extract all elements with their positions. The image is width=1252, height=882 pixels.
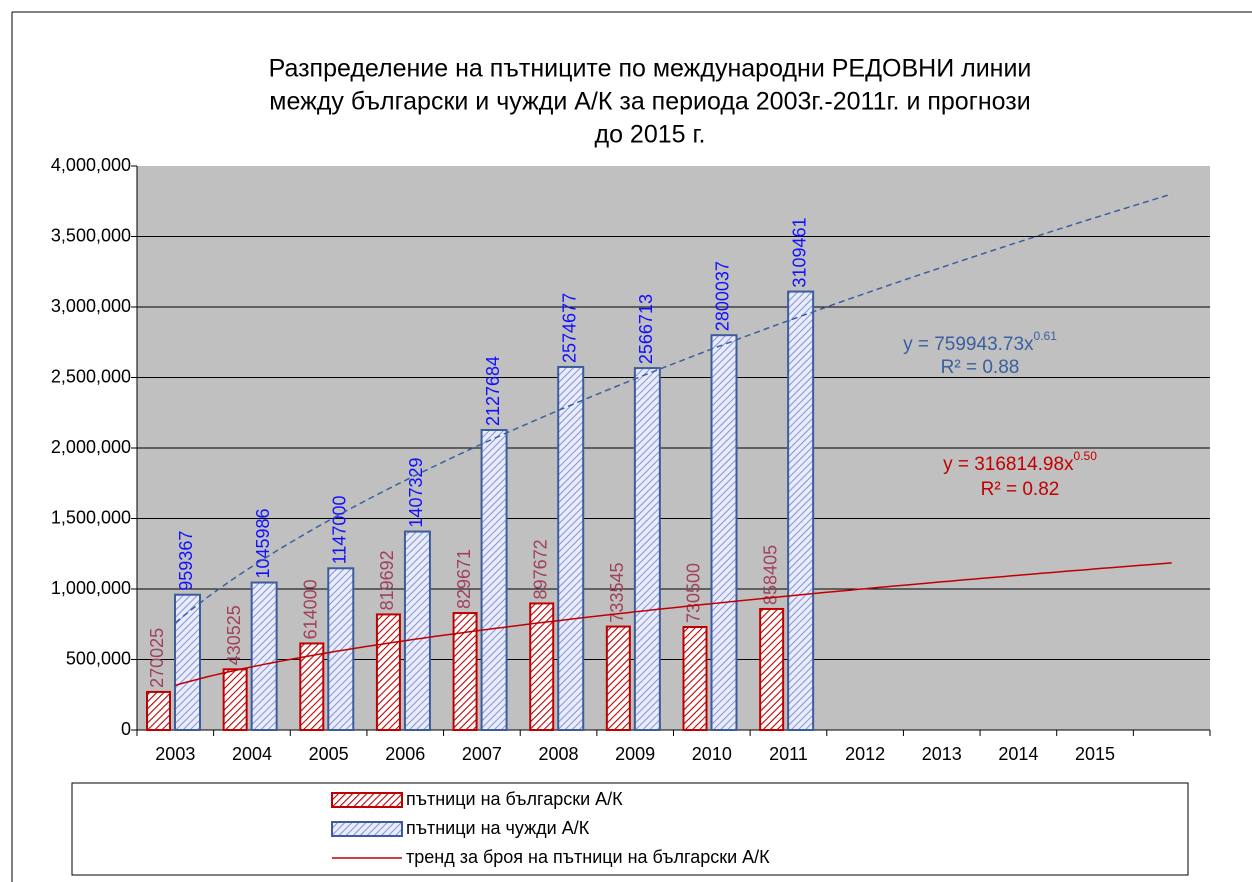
bar xyxy=(146,690,171,731)
x-tick-label: 2013 xyxy=(922,744,962,764)
legend-label: тренд за броя на пътници на български А/… xyxy=(406,847,770,867)
y-tick-label: 1,000,000 xyxy=(51,578,131,598)
y-tick-label: 1,500,000 xyxy=(51,507,131,527)
data-label: 2127684 xyxy=(483,356,503,426)
x-tick-label: 2010 xyxy=(692,744,732,764)
trend-r2: R² = 0.88 xyxy=(941,357,1020,378)
data-label: 819692 xyxy=(377,550,397,610)
equation-text: y = 316814.98x xyxy=(943,454,1074,475)
data-label: 1407329 xyxy=(406,457,426,527)
bar xyxy=(375,613,401,731)
bar xyxy=(452,612,478,732)
x-tick-label: 2012 xyxy=(845,744,885,764)
legend-swatch xyxy=(331,792,403,808)
trend-equation: y = 759943.73x0.61 xyxy=(903,329,1057,355)
bar xyxy=(759,607,785,732)
data-label: 1045986 xyxy=(253,508,273,578)
bar xyxy=(174,593,201,731)
legend-label: пътници на български А/К xyxy=(406,789,623,809)
y-tick-label: 3,000,000 xyxy=(51,296,131,316)
x-tick-label: 2003 xyxy=(155,744,195,764)
bar xyxy=(605,625,631,731)
bar xyxy=(557,365,585,731)
x-tick-label: 2006 xyxy=(385,744,425,764)
data-label: 430525 xyxy=(224,605,244,665)
data-label: 2800037 xyxy=(713,261,733,331)
x-tick-label: 2008 xyxy=(539,744,579,764)
x-tick-label: 2007 xyxy=(462,744,502,764)
bar xyxy=(787,290,815,731)
data-label: 2574677 xyxy=(559,293,579,363)
trend-equation: y = 316814.98x0.50 xyxy=(943,449,1097,475)
bar xyxy=(299,642,325,732)
legend xyxy=(71,782,1189,876)
bar xyxy=(682,625,708,732)
trendline xyxy=(174,193,1172,624)
trend-r2: R² = 0.82 xyxy=(981,479,1060,500)
data-label: 897672 xyxy=(530,539,550,599)
bar xyxy=(403,530,431,731)
y-tick-label: 4,000,000 xyxy=(51,155,131,175)
equation-exponent: 0.61 xyxy=(1034,329,1058,343)
legend-swatch xyxy=(331,821,403,837)
data-label: 614000 xyxy=(301,579,321,639)
data-label: 1147000 xyxy=(330,496,350,565)
equation-exponent: 0.50 xyxy=(1074,449,1098,463)
y-tick-label: 500,000 xyxy=(66,648,131,668)
x-tick-label: 2014 xyxy=(998,744,1038,764)
bar xyxy=(222,668,248,731)
data-label: 959367 xyxy=(176,531,196,591)
data-label: 733545 xyxy=(607,562,627,622)
legend-label: пътници на чужди А/К xyxy=(406,818,590,838)
y-tick-label: 2,500,000 xyxy=(51,366,131,386)
data-label: 270025 xyxy=(147,628,167,688)
data-label: 858405 xyxy=(760,545,780,605)
bar xyxy=(710,334,738,731)
x-tick-label: 2004 xyxy=(232,744,272,764)
data-label: 3109461 xyxy=(789,217,809,287)
equation-text: y = 759943.73x xyxy=(903,334,1034,355)
data-label: 2566713 xyxy=(636,294,656,364)
chart-title: Разпределение на пътниците по международ… xyxy=(269,55,1032,83)
bar xyxy=(250,581,278,732)
y-tick-label: 0 xyxy=(121,719,131,739)
y-tick-label: 3,500,000 xyxy=(51,225,131,245)
chart-title: между български и чужди А/К за периода 2… xyxy=(269,88,1030,116)
bar xyxy=(633,367,661,731)
x-tick-label: 2015 xyxy=(1075,744,1115,764)
x-tick-label: 2005 xyxy=(309,744,349,764)
chart-title: до 2015 г. xyxy=(594,121,705,149)
data-label: 730500 xyxy=(684,563,704,623)
y-tick-label: 2,000,000 xyxy=(51,437,131,457)
trendline xyxy=(175,562,1172,687)
data-label: 829671 xyxy=(454,549,474,609)
x-tick-label: 2011 xyxy=(769,744,808,764)
x-tick-label: 2009 xyxy=(615,744,655,764)
bar xyxy=(480,428,508,731)
bar xyxy=(529,602,555,731)
